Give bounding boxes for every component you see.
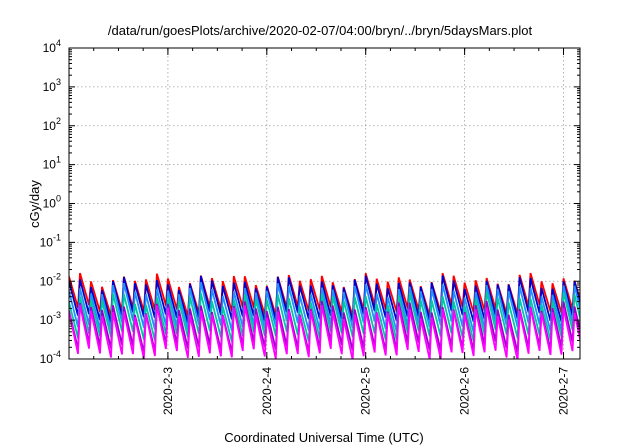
y-tick-label: 101 [43, 155, 61, 172]
grid [69, 48, 580, 359]
chart-title: /data/run/goesPlots/archive/2020-02-07/0… [108, 23, 533, 38]
y-axis: 104 103 102 101 100 10-1 10-2 10-3 10-4 [40, 38, 580, 366]
x-tick-label: 2020-2-6 [458, 367, 472, 415]
y-tick-label: 10-4 [40, 349, 61, 366]
y-tick-label: 102 [43, 116, 61, 133]
x-tick-label: 2020-2-7 [557, 367, 571, 415]
x-axis-label: Coordinated Universal Time (UTC) [224, 430, 423, 445]
series-layer [69, 272, 580, 359]
y-tick-label: 10-1 [40, 232, 61, 249]
x-tick-label: 2020-2-4 [260, 367, 274, 415]
y-axis-label: cGy/day [27, 180, 42, 228]
series-line-6 [69, 304, 580, 359]
y-tick-label: 103 [43, 77, 61, 94]
y-tick-label: 100 [43, 194, 61, 211]
x-tick-label: 2020-2-3 [161, 367, 175, 415]
x-axis: 2020-2-3 2020-2-4 2020-2-5 2020-2-6 2020-2-7 [68, 48, 571, 415]
y-tick-label: 104 [43, 38, 61, 55]
y-tick-label: 10-3 [40, 310, 61, 327]
x-tick-label: 2020-2-5 [359, 367, 373, 415]
y-tick-label: 10-2 [40, 271, 61, 288]
